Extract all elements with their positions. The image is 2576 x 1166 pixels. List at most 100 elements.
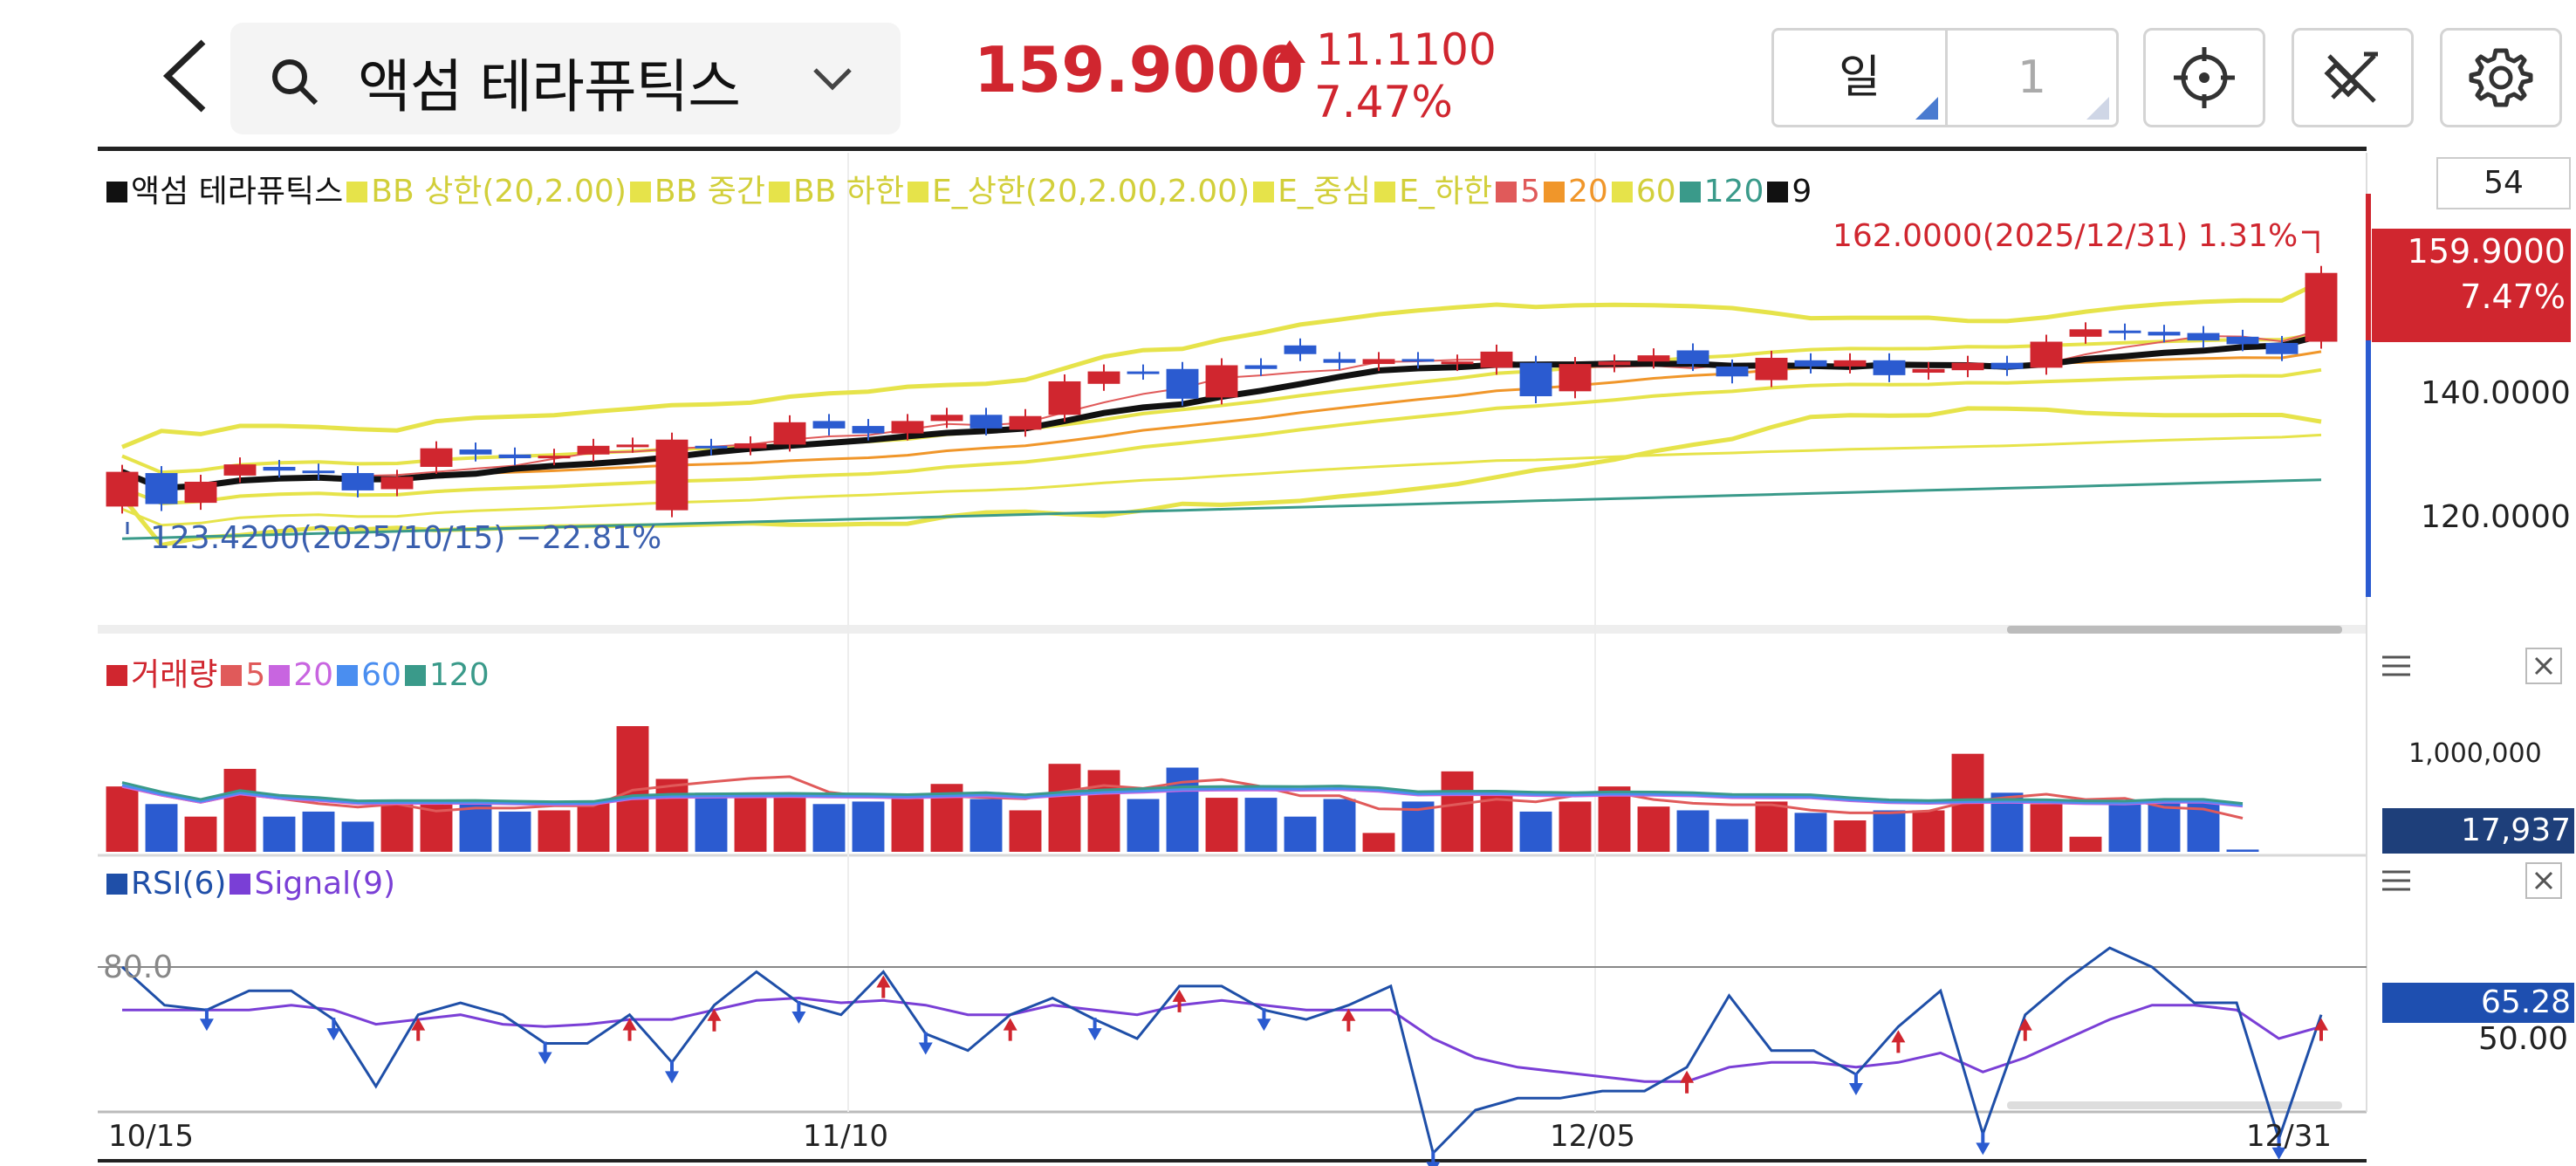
legend-item[interactable]: 20 bbox=[269, 657, 333, 693]
legend-label: 거래량 bbox=[131, 657, 218, 693]
buy-signal-arrow-icon bbox=[1680, 1070, 1695, 1094]
legend-label: BB 상한(20,2.00) bbox=[371, 174, 627, 209]
sell-signal-arrow-icon bbox=[918, 1032, 933, 1055]
volume-bar bbox=[302, 811, 335, 852]
legend-item[interactable]: BB 상한(20,2.00) bbox=[346, 174, 627, 209]
candle bbox=[1362, 359, 1395, 365]
envelope-upper-line bbox=[121, 332, 2322, 475]
volume-bar bbox=[1716, 819, 1749, 852]
legend-item[interactable]: 5 bbox=[221, 657, 265, 693]
volume-legend: 거래량 5 20 60 120 bbox=[106, 649, 493, 695]
legend-item[interactable]: E_상한(20,2.00,2.00) bbox=[908, 174, 1250, 209]
candle bbox=[498, 454, 531, 458]
period-value-input[interactable]: 1 bbox=[1948, 31, 2116, 125]
menu-icon[interactable] bbox=[2381, 868, 2412, 894]
rsi-axis-label: 50.00 bbox=[2478, 1021, 2569, 1057]
legend-item[interactable]: 60 bbox=[337, 657, 401, 693]
legend-item[interactable]: 거래량 bbox=[106, 657, 217, 693]
legend-item[interactable]: 5 bbox=[1496, 174, 1540, 209]
volume-bar bbox=[1362, 833, 1395, 852]
legend-item[interactable]: Signal(9) bbox=[230, 866, 395, 902]
legend-swatch bbox=[1496, 182, 1518, 202]
volume-bar bbox=[263, 816, 296, 852]
candle bbox=[2108, 330, 2141, 333]
legend-label: 120 bbox=[428, 657, 490, 693]
candle bbox=[1637, 355, 1670, 362]
high-price-annotation: 162.0000(2025/12/31) 1.31% bbox=[1833, 218, 2299, 254]
draw-tools-button[interactable] bbox=[2292, 28, 2414, 127]
volume-bar bbox=[1441, 771, 1474, 852]
volume-bar bbox=[538, 810, 571, 852]
current-change-tag-value: 7.47% bbox=[2460, 278, 2566, 316]
legend-item[interactable]: 60 bbox=[1611, 174, 1676, 209]
candle bbox=[655, 439, 689, 511]
volume-bar bbox=[1794, 813, 1827, 852]
sell-signal-arrow-icon bbox=[1848, 1073, 1863, 1095]
settings-button[interactable] bbox=[2440, 28, 2562, 127]
candle bbox=[1205, 365, 1238, 398]
volume-bar bbox=[145, 804, 178, 852]
candle bbox=[302, 470, 335, 474]
close-icon[interactable] bbox=[2525, 862, 2562, 899]
candle bbox=[1716, 366, 1749, 377]
visible-candle-count[interactable]: 54 bbox=[2436, 157, 2571, 209]
legend-item[interactable]: BB 중간 bbox=[629, 174, 765, 209]
volume-bar bbox=[1559, 801, 1592, 852]
period-unit-label: 일 bbox=[1839, 51, 1881, 104]
volume-bar bbox=[1048, 764, 1081, 852]
chevron-down-icon[interactable] bbox=[812, 66, 853, 93]
search-icon bbox=[272, 59, 319, 106]
crosshair-button[interactable] bbox=[2143, 28, 2265, 127]
stock-search-box[interactable]: 액섬 테라퓨틱스 bbox=[230, 23, 901, 134]
volume-bar bbox=[1676, 810, 1709, 852]
menu-icon[interactable] bbox=[2381, 653, 2412, 679]
legend-swatch bbox=[106, 874, 127, 895]
volume-bar bbox=[1519, 811, 1552, 852]
legend-item[interactable]: RSI(6) bbox=[106, 866, 226, 902]
volume-bar bbox=[1009, 810, 1042, 852]
legend-item[interactable]: E_하한 bbox=[1374, 174, 1492, 209]
crosshair-icon bbox=[2174, 47, 2235, 108]
candle bbox=[1009, 415, 1042, 430]
candle bbox=[1873, 360, 1906, 375]
legend-label: 60 bbox=[361, 657, 401, 693]
candle bbox=[1833, 360, 1867, 367]
volume-bar bbox=[1755, 801, 1788, 852]
legend-swatch bbox=[908, 182, 929, 202]
volume-bar bbox=[1205, 798, 1238, 852]
legend-item[interactable]: 9 bbox=[1767, 174, 1812, 209]
candle bbox=[852, 426, 885, 434]
buy-signal-arrow-icon bbox=[2018, 1018, 2032, 1041]
legend-item[interactable]: 액섬 테라퓨틱스 bbox=[106, 174, 343, 209]
legend-label: 5 bbox=[1520, 174, 1541, 209]
legend-label: 120 bbox=[1703, 174, 1764, 209]
volume-bar bbox=[734, 792, 767, 852]
candle bbox=[145, 473, 178, 504]
legend-item[interactable]: BB 하한 bbox=[768, 174, 904, 209]
legend-item[interactable]: E_중심 bbox=[1253, 174, 1371, 209]
back-button[interactable] bbox=[155, 35, 216, 118]
x-axis-date: 11/10 bbox=[803, 1119, 888, 1154]
stock-name: 액섬 테라퓨틱스 bbox=[358, 53, 741, 120]
candle bbox=[1166, 368, 1199, 399]
legend-swatch bbox=[269, 665, 291, 686]
volume-bar bbox=[341, 821, 374, 852]
legend-item[interactable]: 120 bbox=[1679, 174, 1764, 209]
close-icon[interactable] bbox=[2525, 648, 2562, 684]
high-marker-icon bbox=[2302, 230, 2319, 253]
candle bbox=[1951, 362, 1984, 371]
legend-item[interactable]: 120 bbox=[404, 657, 490, 693]
sell-signal-arrow-icon bbox=[1087, 1018, 1102, 1041]
legend-label: 5 bbox=[245, 657, 266, 693]
up-triangle-icon bbox=[1274, 40, 1305, 63]
sell-signal-arrow-icon bbox=[791, 1001, 806, 1024]
legend-item[interactable]: 20 bbox=[1544, 174, 1608, 209]
candle bbox=[538, 456, 571, 459]
legend-swatch bbox=[221, 665, 243, 686]
period-unit-select[interactable]: 일 bbox=[1774, 31, 1948, 125]
legend-swatch bbox=[404, 665, 426, 686]
volume-axis-label: 1,000,000 bbox=[2408, 738, 2542, 769]
sell-signal-arrow-icon bbox=[1426, 1151, 1441, 1166]
legend-swatch bbox=[1253, 182, 1275, 202]
